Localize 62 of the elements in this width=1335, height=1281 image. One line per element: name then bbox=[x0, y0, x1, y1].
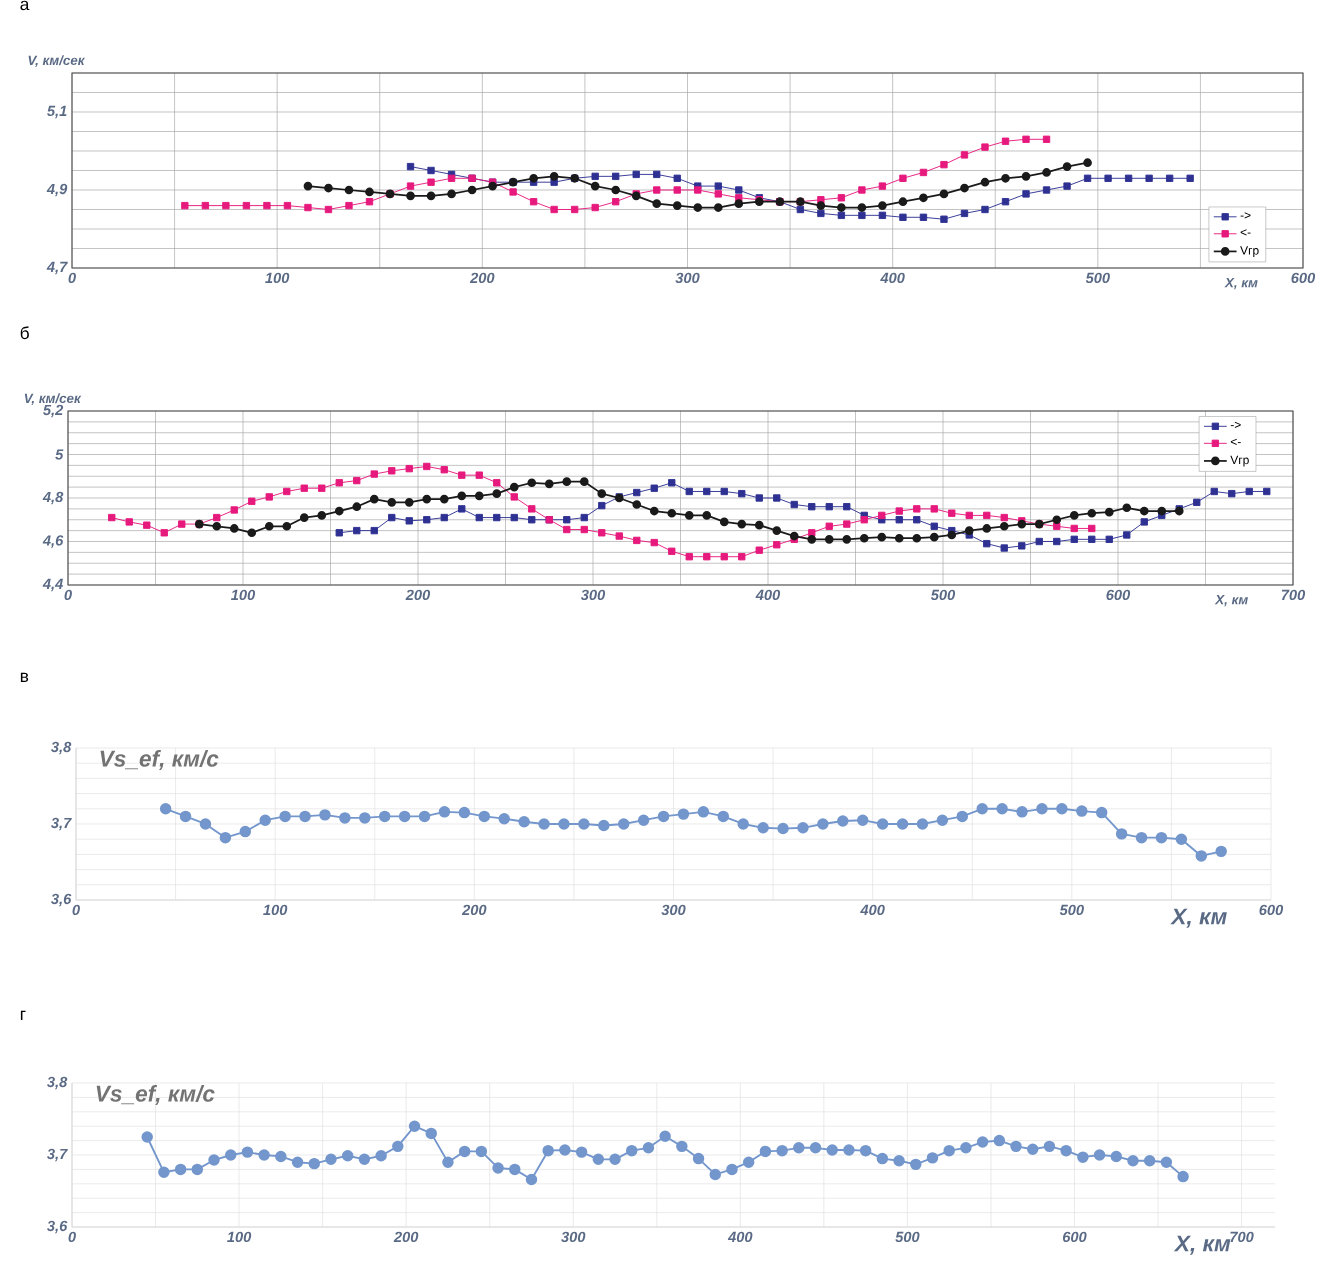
y-tick-label: 3,8 bbox=[51, 741, 72, 755]
x-tick-label: 300 bbox=[675, 272, 700, 284]
x-tick-label: 200 bbox=[461, 904, 487, 916]
y-tick-label: 4,6 bbox=[42, 535, 64, 548]
x-tick-label: 600 bbox=[1259, 904, 1284, 916]
x-tick-label: 0 bbox=[68, 1231, 76, 1243]
x-tick-label: 500 bbox=[1085, 272, 1110, 284]
y-tick-label: 3,6 bbox=[51, 893, 72, 907]
y-tick-label: 3,8 bbox=[47, 1076, 68, 1090]
x-tick-label: 600 bbox=[1291, 272, 1316, 284]
x-tick-label: 0 bbox=[68, 272, 76, 284]
x-tick-label: 500 bbox=[930, 589, 956, 601]
y-tick-label: 5 bbox=[55, 449, 64, 460]
y-tick-label: 3,6 bbox=[47, 1220, 68, 1234]
y-tick-label: 3,7 bbox=[51, 817, 72, 831]
x-tick-label: 300 bbox=[580, 589, 606, 601]
x-tick-label: 700 bbox=[1230, 1231, 1254, 1243]
y-tick-label: 4,8 bbox=[42, 491, 64, 505]
x-tick-label: 300 bbox=[561, 1231, 586, 1243]
x-tick-label: 400 bbox=[880, 272, 905, 284]
y-tick-label: 3,7 bbox=[47, 1148, 68, 1162]
x-tick-label: 500 bbox=[1059, 904, 1084, 916]
x-tick-label: 400 bbox=[860, 904, 885, 916]
legend-label: <- bbox=[1240, 229, 1251, 236]
x-tick-label: 200 bbox=[405, 589, 431, 601]
x-tick-label: 700 bbox=[1281, 589, 1306, 601]
chart-title: а bbox=[20, 0, 30, 11]
x-tick-label: 200 bbox=[393, 1231, 419, 1243]
y-tick-label: 4,9 bbox=[46, 183, 68, 197]
y-tick-label: 4,7 bbox=[46, 261, 68, 275]
legend-label: -> bbox=[1240, 212, 1251, 219]
x-tick-label: 100 bbox=[265, 272, 290, 284]
legend-label: -> bbox=[1230, 421, 1241, 428]
x-axis-title: X, км bbox=[1170, 908, 1227, 928]
legend-label: Vгр bbox=[1240, 246, 1259, 258]
x-tick-label: 100 bbox=[263, 904, 288, 916]
x-tick-label: 600 bbox=[1062, 1231, 1087, 1243]
x-tick-label: 400 bbox=[727, 1231, 753, 1243]
x-tick-label: 0 bbox=[64, 589, 72, 601]
chart-title: в bbox=[20, 672, 29, 682]
x-tick-label: 500 bbox=[895, 1231, 920, 1243]
legend-label: Vгр bbox=[1230, 455, 1249, 467]
legend-label: <- bbox=[1230, 438, 1241, 445]
y-axis-title: V, км/сек bbox=[28, 55, 86, 67]
y-tick-label: 5,2 bbox=[43, 404, 64, 418]
x-tick-label: 600 bbox=[1106, 589, 1131, 601]
y-tick-label: 5,1 bbox=[47, 105, 67, 119]
chart-title: б bbox=[20, 326, 29, 340]
y-axis-title: Vs_ef, км/с bbox=[100, 750, 219, 770]
x-tick-label: 400 bbox=[755, 589, 781, 601]
x-tick-label: 100 bbox=[231, 589, 256, 601]
y-tick-label: 4,4 bbox=[42, 578, 64, 592]
y-axis-title: V, км/сек bbox=[24, 393, 82, 405]
x-axis-title: X, км bbox=[1214, 595, 1248, 607]
x-tick-label: 100 bbox=[227, 1231, 252, 1243]
x-tick-label: 0 bbox=[72, 904, 80, 916]
chart-title: г bbox=[20, 1010, 26, 1020]
y-axis-title: Vs_ef, км/с bbox=[96, 1085, 215, 1105]
x-axis-title: X, км bbox=[1173, 1235, 1231, 1255]
x-axis-title: X, км bbox=[1224, 278, 1258, 290]
x-tick-label: 200 bbox=[469, 272, 495, 284]
x-tick-label: 300 bbox=[661, 904, 686, 916]
